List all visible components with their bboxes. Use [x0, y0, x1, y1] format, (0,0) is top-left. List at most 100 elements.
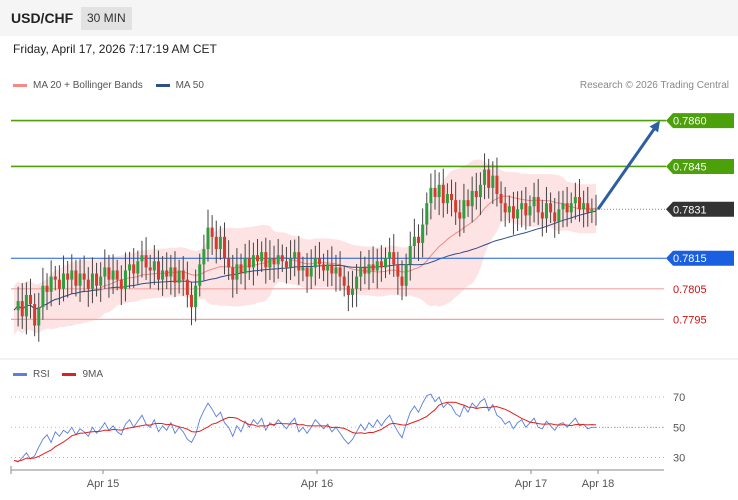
- candle-body: [417, 236, 421, 243]
- candle-body: [235, 264, 239, 280]
- candle: [189, 282, 193, 326]
- candle-body: [582, 203, 586, 210]
- candle: [313, 245, 317, 286]
- candle-body: [70, 270, 74, 280]
- candle: [478, 172, 482, 216]
- candle-body: [532, 197, 536, 207]
- candle: [516, 191, 520, 232]
- candle: [194, 269, 198, 322]
- candle: [429, 173, 433, 220]
- ma20-line: [13, 195, 597, 311]
- candle: [474, 172, 478, 210]
- x-tick-label: Apr 18: [582, 478, 614, 490]
- datetime-label: Friday, April 17, 2026 7:17:19 AM CET: [13, 42, 217, 56]
- candle: [487, 158, 491, 199]
- candle: [305, 253, 309, 293]
- candle: [264, 237, 268, 284]
- candle-body: [466, 200, 470, 207]
- candle-body: [350, 288, 354, 295]
- candle-body: [557, 209, 561, 222]
- candle-body: [396, 264, 400, 277]
- candle-body: [243, 258, 247, 274]
- level-tag-box: [666, 113, 734, 129]
- candle-body: [66, 273, 70, 280]
- candle-body: [412, 236, 416, 246]
- candle: [231, 254, 235, 298]
- candle-body: [536, 197, 540, 213]
- candle-body: [165, 270, 169, 277]
- candle-body: [330, 264, 334, 274]
- candle: [260, 241, 264, 272]
- forecast-arrow-shaft: [596, 126, 657, 211]
- candle-body: [132, 264, 136, 274]
- candle-body: [404, 264, 408, 286]
- candle-body: [305, 267, 309, 277]
- candle: [396, 251, 400, 295]
- candle: [24, 282, 28, 335]
- candle: [594, 194, 598, 226]
- candle-body: [57, 279, 61, 289]
- candle: [128, 251, 132, 289]
- candle-body: [111, 270, 115, 280]
- candle: [123, 252, 127, 302]
- level-tag-box: [666, 158, 734, 174]
- candle-body: [49, 276, 53, 292]
- candle: [173, 251, 177, 298]
- candle: [408, 231, 412, 281]
- candle-body: [462, 200, 466, 219]
- candle: [297, 235, 301, 285]
- candle: [169, 254, 173, 295]
- candle-body: [90, 273, 94, 289]
- candle-body: [400, 276, 404, 286]
- x-tick-label: Apr 15: [87, 478, 119, 490]
- candle: [243, 243, 247, 290]
- candle: [185, 261, 189, 308]
- candle-body: [210, 227, 214, 237]
- candle-body: [136, 261, 140, 274]
- candle-body: [181, 270, 185, 280]
- candle: [62, 255, 66, 302]
- candle: [421, 208, 425, 258]
- candle: [350, 270, 354, 308]
- candle-body: [309, 267, 313, 277]
- candle: [276, 238, 280, 279]
- candle-body: [586, 203, 590, 213]
- candle-body: [301, 267, 305, 271]
- candle: [549, 192, 553, 224]
- candle-body: [276, 255, 280, 265]
- candle: [239, 253, 243, 285]
- candle: [148, 254, 152, 289]
- candle-body: [322, 264, 326, 271]
- candle-body: [78, 273, 82, 286]
- legend-item-ma50: MA 50: [155, 80, 204, 91]
- candle: [425, 192, 429, 236]
- candle-body: [119, 279, 123, 289]
- candle: [582, 190, 586, 228]
- candle: [346, 271, 350, 312]
- level-tag-box: [666, 250, 734, 266]
- candle-body: [437, 184, 441, 198]
- candle: [181, 256, 185, 296]
- legend-item-ma20: MA 20 + Bollinger Bands: [13, 80, 143, 91]
- candle: [470, 176, 474, 223]
- interval-button[interactable]: 30 MIN: [81, 7, 132, 30]
- legend-label-9ma: 9MA: [82, 369, 104, 380]
- candle: [326, 249, 330, 287]
- candle: [107, 254, 111, 298]
- rsi-tick-label: 30: [673, 452, 685, 464]
- candle-body: [375, 261, 379, 271]
- candle: [441, 168, 445, 218]
- candle: [227, 240, 231, 280]
- candle: [251, 242, 255, 286]
- candle-body: [74, 270, 78, 286]
- candle-body: [441, 184, 445, 204]
- ma50-line: [13, 210, 597, 311]
- candle-body: [569, 203, 573, 213]
- candle: [557, 191, 561, 235]
- level-tag-box: [666, 201, 734, 217]
- candle: [289, 240, 293, 280]
- candle-body: [107, 267, 111, 280]
- level-0.7815: 0.7815: [11, 250, 734, 266]
- candle: [256, 238, 260, 276]
- candle: [338, 251, 342, 291]
